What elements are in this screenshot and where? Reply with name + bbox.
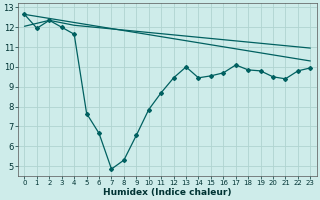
X-axis label: Humidex (Indice chaleur): Humidex (Indice chaleur) bbox=[103, 188, 232, 197]
